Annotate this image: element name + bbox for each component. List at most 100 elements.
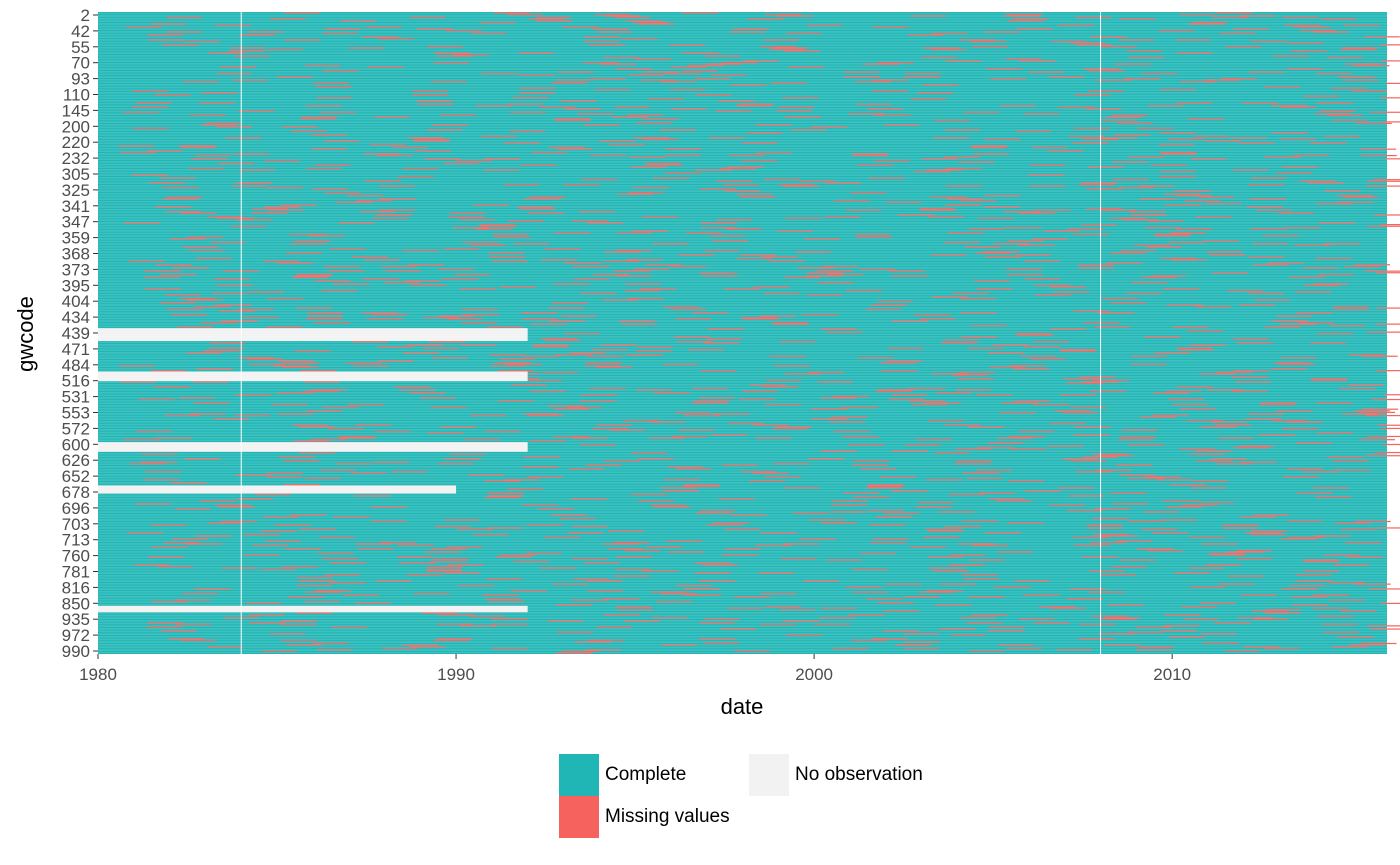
missing-segment [260, 569, 297, 571]
missing-segment [616, 232, 653, 234]
missing-segment [363, 153, 399, 155]
missing-segment [1085, 108, 1122, 110]
missing-segment [409, 392, 446, 394]
missing-segment [675, 467, 712, 470]
missing-segment [1248, 413, 1285, 415]
missing-segment [1039, 606, 1075, 608]
missing-segment [1033, 403, 1070, 405]
missing-segment [678, 429, 715, 431]
missing-segment [305, 591, 342, 593]
missing-segment [420, 397, 456, 399]
missing-segment [461, 309, 498, 311]
missing-segment [1296, 492, 1333, 494]
missing-segment [438, 614, 474, 616]
missing-segment [1182, 618, 1219, 621]
missing-segment [484, 431, 521, 433]
missing-segment [1380, 44, 1400, 46]
missing-segment [522, 318, 559, 320]
missing-segment [1215, 12, 1252, 14]
missing-segment [642, 215, 679, 218]
missing-segment [811, 408, 847, 410]
y-tick-label: 232 [62, 149, 90, 168]
missing-segment [489, 256, 526, 258]
missing-segment [220, 66, 256, 68]
missing-segment [1365, 185, 1400, 187]
missing-segment [1006, 13, 1043, 15]
missing-segment [1348, 354, 1385, 356]
missing-segment [934, 451, 970, 454]
missing-segment [151, 546, 188, 548]
missing-segment [615, 275, 652, 277]
missing-segment [715, 110, 752, 112]
missing-segment [291, 276, 328, 279]
missing-segment [355, 424, 391, 426]
missing-segment [526, 524, 563, 526]
missing-segment [529, 196, 566, 198]
missing-segment [1050, 286, 1086, 288]
y-tick-label: 347 [62, 213, 90, 232]
missing-segment [911, 15, 947, 17]
missing-segment [293, 440, 330, 442]
missing-segment [456, 528, 493, 531]
missing-segment [635, 58, 671, 60]
missing-segment [661, 593, 697, 595]
missing-segment [571, 599, 607, 601]
missing-segment [363, 259, 400, 261]
missing-segment [888, 270, 925, 272]
missing-segment [1186, 329, 1223, 332]
missing-segment [194, 305, 230, 308]
missing-segment [776, 426, 812, 428]
missing-segment [380, 541, 416, 543]
missing-segment [544, 536, 581, 539]
missing-segment [1310, 379, 1347, 381]
missing-segment [1252, 243, 1288, 245]
missing-segment [724, 288, 760, 290]
missing-segment [1215, 424, 1251, 426]
missing-segment [156, 437, 193, 439]
missing-segments [118, 12, 1400, 654]
missing-segment [704, 618, 740, 621]
missing-segment [710, 74, 746, 76]
missing-segment [1212, 16, 1249, 19]
missing-segment [1072, 536, 1109, 539]
y-tick-label: 55 [71, 38, 90, 57]
missing-segment [454, 273, 491, 275]
missing-segment [1251, 530, 1287, 532]
missing-segment [588, 639, 625, 641]
missing-segment [1107, 604, 1144, 606]
missing-segment [638, 458, 674, 460]
missing-segment [777, 230, 814, 232]
missing-segment [1337, 201, 1374, 203]
missing-segment [266, 187, 303, 189]
missing-segment [1303, 95, 1340, 97]
missing-segment [237, 309, 274, 311]
missing-segment [618, 320, 655, 322]
missing-segment [283, 484, 320, 486]
missing-segment [1227, 289, 1264, 292]
missing-segment [141, 461, 177, 463]
missing-segment [500, 554, 536, 556]
missing-segment [843, 71, 880, 73]
missing-segment [178, 145, 215, 147]
missing-segment [747, 18, 784, 20]
missing-segment [370, 506, 407, 508]
missing-segment [1035, 294, 1071, 296]
missing-segment [408, 264, 445, 266]
missing-segment [1296, 312, 1332, 314]
missing-segment [1286, 467, 1323, 470]
missing-segment [712, 240, 748, 242]
missing-segment [1262, 235, 1299, 237]
missing-segment [442, 278, 479, 280]
missing-segment [820, 607, 857, 609]
missing-segment [640, 79, 677, 81]
missing-segment [234, 55, 270, 57]
legend-key-no-observation [749, 754, 789, 796]
missing-segment [874, 114, 911, 117]
missing-segment [507, 103, 544, 105]
missing-segment [848, 614, 885, 616]
missing-segment [1125, 293, 1162, 295]
missing-segment [377, 345, 414, 348]
missing-segment [443, 519, 480, 521]
missing-segment [982, 251, 1019, 253]
missing-segment [1224, 650, 1261, 653]
